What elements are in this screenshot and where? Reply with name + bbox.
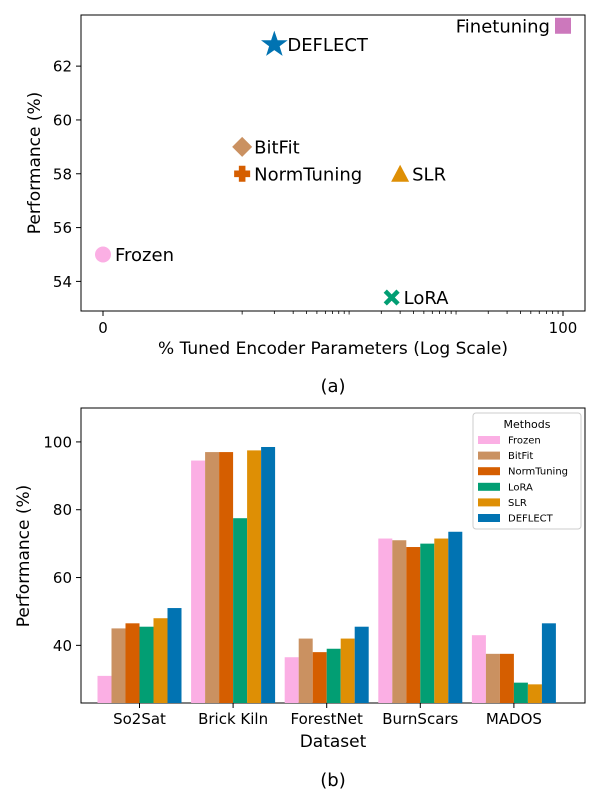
y-tick-label: 100	[43, 433, 72, 451]
bar-normtuning-burnscars	[406, 547, 421, 703]
legend-swatch	[478, 482, 500, 491]
scatter-panel: 54 56 58 60 62 0 100 Frozen BitFit NormTuning DE…	[25, 14, 586, 397]
bar-deflect-so2sat	[167, 608, 182, 703]
legend-swatch	[478, 436, 500, 444]
y-tick-label: 54	[53, 273, 72, 291]
bar-deflect-burnscars	[448, 531, 463, 703]
bar-y-axis-label: Performance (%)	[14, 485, 34, 628]
bar-normtuning-forestnet	[312, 652, 327, 703]
y-tick-label: 60	[53, 111, 72, 129]
legend-swatch	[478, 498, 500, 507]
scatter-x-axis-label: % Tuned Encoder Parameters (Log Scale)	[158, 339, 508, 359]
bar-normtuning-mados	[499, 653, 514, 703]
legend-label: NormTuning	[508, 467, 568, 478]
x-tick-label: 0	[98, 319, 108, 337]
bitfit-label: BitFit	[254, 137, 300, 158]
bar-frozen-mados	[471, 635, 486, 703]
bar-slr-mados	[527, 684, 542, 703]
finetuning-marker	[555, 17, 571, 34]
legend-swatch	[478, 514, 500, 522]
bar-bitfit-mados	[485, 653, 500, 703]
bar-lora-mados	[513, 682, 528, 703]
slr-label: SLR	[412, 164, 446, 185]
bar-frozen-burnscars	[378, 538, 393, 703]
bar-frozen-brick-kiln	[191, 460, 206, 703]
legend-title: Methods	[504, 418, 551, 431]
y-tick-label: 80	[53, 501, 72, 519]
lora-label: LoRA	[404, 288, 450, 309]
scatter-x-ticks: 0 100	[98, 311, 577, 337]
legend-swatch	[478, 467, 500, 476]
x-tick-label: So2Sat	[113, 710, 166, 728]
bar-deflect-forestnet	[354, 626, 369, 703]
bar-bitfit-so2sat	[111, 628, 126, 703]
scatter-y-axis-label: Performance (%)	[25, 92, 45, 235]
bar-frozen-forestnet	[284, 657, 299, 703]
bar-slr-brick-kiln	[247, 450, 262, 703]
bitfit-marker	[232, 136, 253, 157]
scatter-caption: (a)	[320, 376, 345, 397]
x-tick-label: MADOS	[486, 710, 542, 728]
bar-slr-burnscars	[434, 538, 449, 703]
y-tick-label: 58	[53, 165, 72, 183]
scatter-points: Frozen BitFit NormTuning DEFLECT SLR LoRA Fine…	[95, 16, 571, 309]
legend-swatch	[478, 451, 500, 460]
bar-bitfit-brick-kiln	[205, 452, 220, 703]
bar-x-ticks: So2Sat Brick Kiln ForestNet BurnScars MADOS	[113, 703, 542, 728]
legend-label: DEFLECT	[508, 514, 554, 525]
legend-label: SLR	[508, 498, 527, 509]
bar-legend: Methods Frozen BitFit NormTuning LoRA SLR DEF…	[472, 412, 582, 530]
scatter-plot-frame	[80, 14, 586, 312]
bar-lora-burnscars	[420, 543, 435, 703]
x-tick-label: 100	[549, 319, 578, 337]
x-tick-label: Brick Kiln	[198, 710, 268, 728]
normtuning-label: NormTuning	[254, 164, 362, 185]
bar-deflect-brick-kiln	[261, 446, 276, 703]
bar-frozen-so2sat	[97, 675, 112, 703]
finetuning-label: Finetuning	[456, 16, 550, 37]
frozen-label: Frozen	[115, 245, 174, 266]
bar-normtuning-so2sat	[125, 623, 140, 703]
bar-lora-brick-kiln	[233, 518, 248, 703]
bar-bitfit-burnscars	[392, 540, 407, 703]
y-tick-label: 40	[53, 637, 72, 655]
normtuning-marker	[234, 165, 251, 182]
bar-x-axis-label: Dataset	[300, 732, 367, 752]
bar-slr-so2sat	[153, 618, 168, 703]
deflect-label: DEFLECT	[287, 35, 369, 56]
bar-y-ticks: 40 60 80 100	[43, 433, 81, 655]
scatter-y-ticks: 54 56 58 60 62	[53, 58, 81, 291]
bar-series-group	[97, 446, 556, 703]
bar-lora-so2sat	[139, 626, 154, 703]
y-tick-label: 56	[53, 219, 72, 237]
slr-marker	[391, 164, 410, 182]
bar-lora-forestnet	[326, 648, 341, 703]
lora-marker	[383, 289, 400, 306]
bar-bitfit-forestnet	[298, 638, 313, 703]
legend-label: Frozen	[508, 436, 541, 447]
legend-label: LoRA	[508, 482, 533, 493]
frozen-marker	[95, 246, 111, 263]
bar-panel: 40 60 80 100 So2Sat Brick Kiln ForestNet BurnS…	[14, 407, 586, 791]
bar-caption: (b)	[320, 770, 345, 791]
bar-deflect-mados	[541, 623, 556, 703]
y-tick-label: 60	[53, 569, 72, 587]
bar-normtuning-brick-kiln	[219, 452, 234, 703]
bar-slr-forestnet	[340, 638, 355, 703]
x-tick-label: ForestNet	[291, 710, 363, 728]
legend-label: BitFit	[508, 451, 533, 462]
x-tick-label: BurnScars	[382, 710, 458, 728]
deflect-marker	[261, 30, 288, 56]
y-tick-label: 62	[53, 58, 72, 76]
